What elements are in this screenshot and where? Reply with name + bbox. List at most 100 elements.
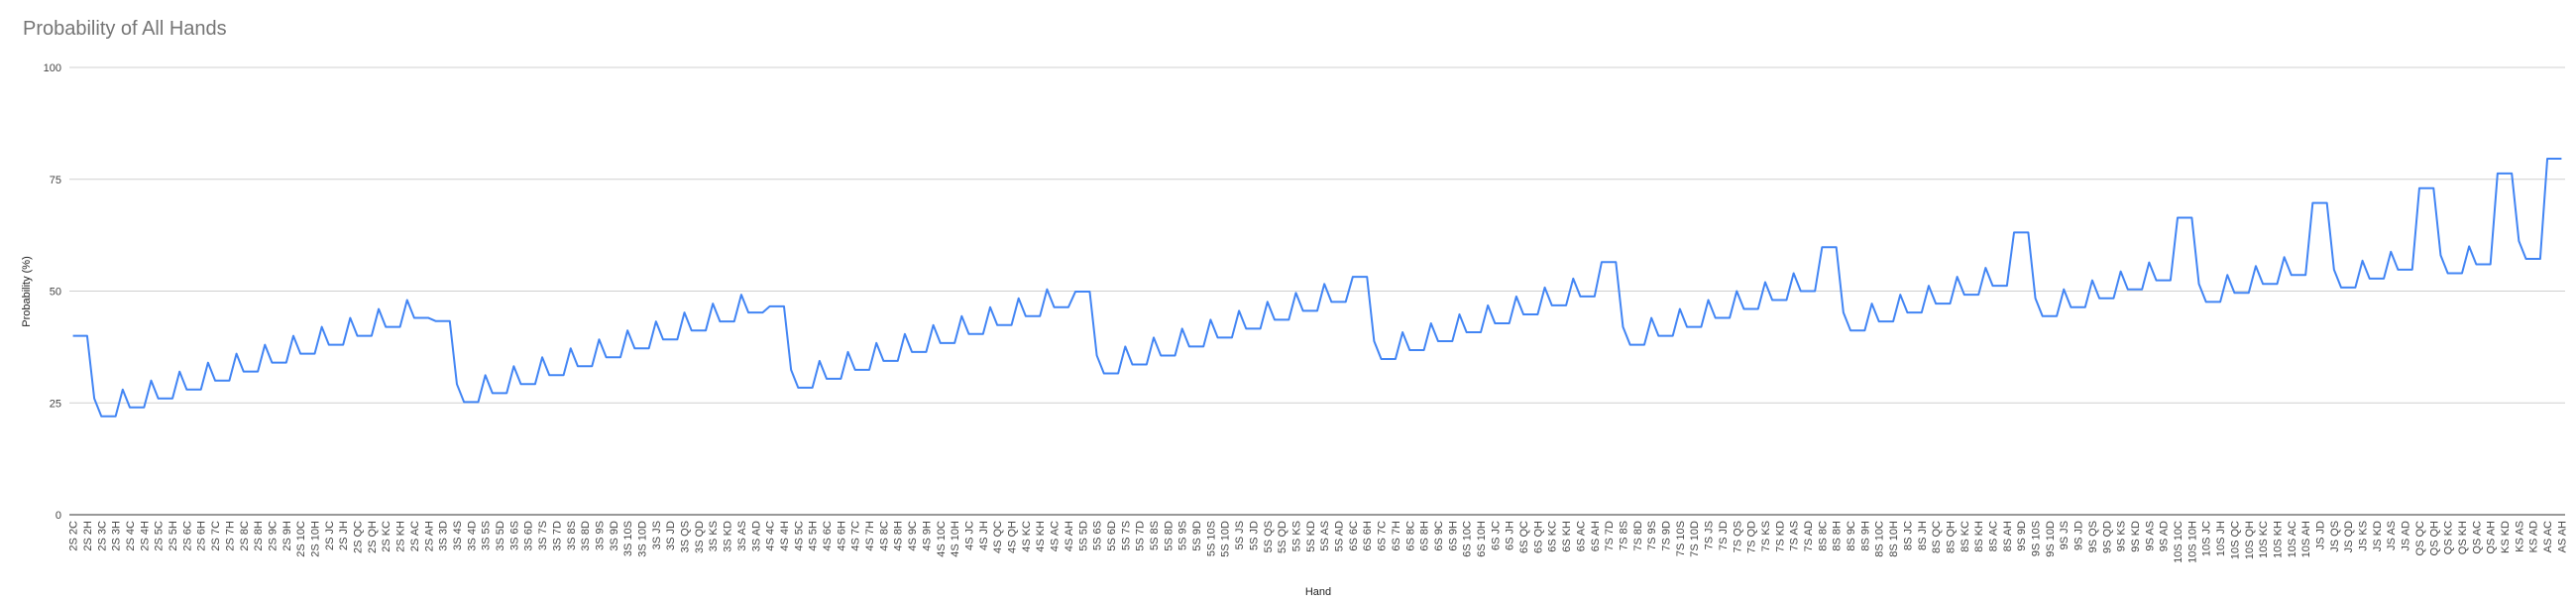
- y-tick-label: 75: [50, 175, 61, 186]
- x-tick-label: 2S 5C: [154, 521, 166, 551]
- x-tick-label: 7S QD: [1746, 521, 1758, 553]
- x-tick-label: 9S KS: [2116, 521, 2128, 551]
- x-tick-label: 2S KC: [381, 521, 392, 552]
- x-tick-label: 6S 7H: [1391, 521, 1402, 551]
- x-tick-label: 10S KC: [2258, 521, 2270, 558]
- x-tick-label: KS AD: [2528, 521, 2540, 552]
- x-tick-label: 2S JC: [324, 521, 336, 550]
- x-tick-label: 4S 10H: [950, 521, 961, 557]
- x-tick-label: 6S 7C: [1377, 521, 1389, 551]
- x-tick-label: 9S AD: [2159, 521, 2171, 551]
- x-tick-label: 6S KH: [1561, 521, 1573, 552]
- x-tick-label: 3S 6D: [523, 521, 535, 551]
- x-tick-label: 2S 9C: [267, 521, 279, 551]
- x-tick-label: 9S 10D: [2045, 521, 2057, 557]
- x-tick-label: 2S 6H: [196, 521, 208, 551]
- x-tick-label: 6S 10H: [1476, 521, 1488, 557]
- x-tick-label: 3S KD: [723, 521, 734, 552]
- x-tick-label: 10S KH: [2272, 521, 2284, 558]
- y-tick-label: 25: [50, 398, 61, 410]
- x-tick-label: 4S 8H: [893, 521, 905, 551]
- x-tick-label: 2S 8C: [239, 521, 251, 551]
- x-tick-label: 3S 7S: [537, 521, 549, 550]
- x-tick-label: 8S 8C: [1817, 521, 1829, 551]
- x-tick-label: 2S QC: [353, 521, 365, 553]
- x-tick-label: AS AH: [2556, 521, 2568, 552]
- x-tick-label: 4S 6C: [822, 521, 834, 551]
- x-tick-label: 2S 6C: [181, 521, 193, 551]
- x-tick-label: 3S KS: [708, 521, 720, 551]
- x-tick-label: 5S 10S: [1205, 521, 1217, 556]
- x-tick-label: 8S 8H: [1832, 521, 1844, 551]
- x-tick-label: 3S 6S: [508, 521, 520, 550]
- x-tick-label: 3S 8S: [566, 521, 578, 550]
- x-tick-label: KS KD: [2500, 521, 2512, 553]
- x-tick-label: 2S 9H: [281, 521, 293, 551]
- x-tick-label: 6S KC: [1547, 521, 1559, 552]
- x-tick-label: QS KH: [2457, 521, 2469, 554]
- x-tick-label: 7S AS: [1789, 521, 1801, 551]
- x-tick-label: 3S 3D: [438, 521, 450, 551]
- x-tick-label: 4S KH: [1035, 521, 1047, 552]
- x-tick-label: 3S 10D: [636, 521, 648, 557]
- x-tick-label: 6S 9H: [1447, 521, 1459, 551]
- x-tick-label: 10S 10H: [2186, 521, 2198, 563]
- x-tick-label: 6S 8H: [1419, 521, 1431, 551]
- x-tick-label: 7S JS: [1704, 521, 1716, 549]
- x-tick-label: 3S 4S: [452, 521, 464, 550]
- x-tick-label: 2S 10C: [295, 521, 307, 557]
- x-tick-label: 2S QH: [367, 521, 379, 553]
- x-tick-label: 8S KC: [1960, 521, 1971, 552]
- x-tick-label: 10S JC: [2201, 521, 2213, 556]
- x-tick-label: 5S 7S: [1120, 521, 1132, 550]
- x-tick-label: 5S 6S: [1092, 521, 1104, 550]
- x-tick-label: 5S 5D: [1077, 521, 1089, 551]
- x-tick-label: JS QD: [2343, 521, 2355, 552]
- x-tick-label: 6S 10C: [1462, 521, 1474, 557]
- x-tick-label: 5S 9D: [1191, 521, 1203, 551]
- x-tick-label: 4S JC: [963, 521, 975, 550]
- y-tick-label: 0: [56, 510, 61, 522]
- x-tick-label: 2S AH: [423, 521, 435, 551]
- x-tick-label: 3S QD: [694, 521, 706, 553]
- x-tick-label: 3S 8D: [580, 521, 592, 551]
- x-tick-label: 3S JD: [665, 521, 677, 550]
- x-tick-label: 4S 6H: [836, 521, 847, 551]
- x-tick-label: 4S 4H: [779, 521, 791, 551]
- x-tick-label: JS AS: [2386, 521, 2398, 550]
- x-tick-label: 6S 6H: [1362, 521, 1374, 551]
- x-tick-label: 3S 4D: [466, 521, 478, 551]
- x-tick-label: 4S QC: [992, 521, 1004, 553]
- x-tick-label: 10S JH: [2215, 521, 2227, 556]
- x-tick-label: 7S 7D: [1604, 521, 1616, 551]
- x-tick-label: 4S 4C: [765, 521, 777, 551]
- x-tick-label: 4S 9H: [921, 521, 933, 551]
- x-tick-label: 8S 10H: [1888, 521, 1900, 557]
- x-tick-label: QS AC: [2471, 521, 2483, 554]
- data-line: [72, 158, 2562, 418]
- x-tick-label: 4S JH: [978, 521, 990, 550]
- x-tick-label: 5S AS: [1319, 521, 1331, 551]
- x-tick-label: 9S 9D: [2016, 521, 2028, 551]
- x-tick-label: 6S QH: [1532, 521, 1544, 553]
- x-tick-label: 2S 5H: [168, 521, 179, 551]
- x-tick-label: KS AS: [2514, 521, 2525, 552]
- x-tick-label: 2S 2C: [68, 521, 80, 551]
- x-tick-label: 2S AC: [409, 521, 421, 551]
- x-tick-label: 5S 9S: [1177, 521, 1189, 550]
- x-tick-label: QS KC: [2443, 521, 2455, 554]
- x-tick-label: 2S 10H: [309, 521, 321, 557]
- x-tick-label: 9S QS: [2087, 521, 2099, 552]
- x-tick-label: 4S AC: [1050, 521, 1062, 551]
- x-tick-label: 7S 9D: [1661, 521, 1673, 551]
- x-tick-label: 3S 10S: [622, 521, 634, 556]
- x-tick-label: 3S 5S: [481, 521, 493, 550]
- x-tick-label: JS KD: [2372, 521, 2384, 551]
- x-tick-label: 8S QH: [1945, 521, 1957, 553]
- x-tick-label: 3S 5D: [495, 521, 506, 551]
- x-tick-label: 8S 9H: [1859, 521, 1871, 551]
- x-tick-label: 3S QS: [680, 521, 692, 552]
- x-tick-label: 2S JH: [338, 521, 350, 550]
